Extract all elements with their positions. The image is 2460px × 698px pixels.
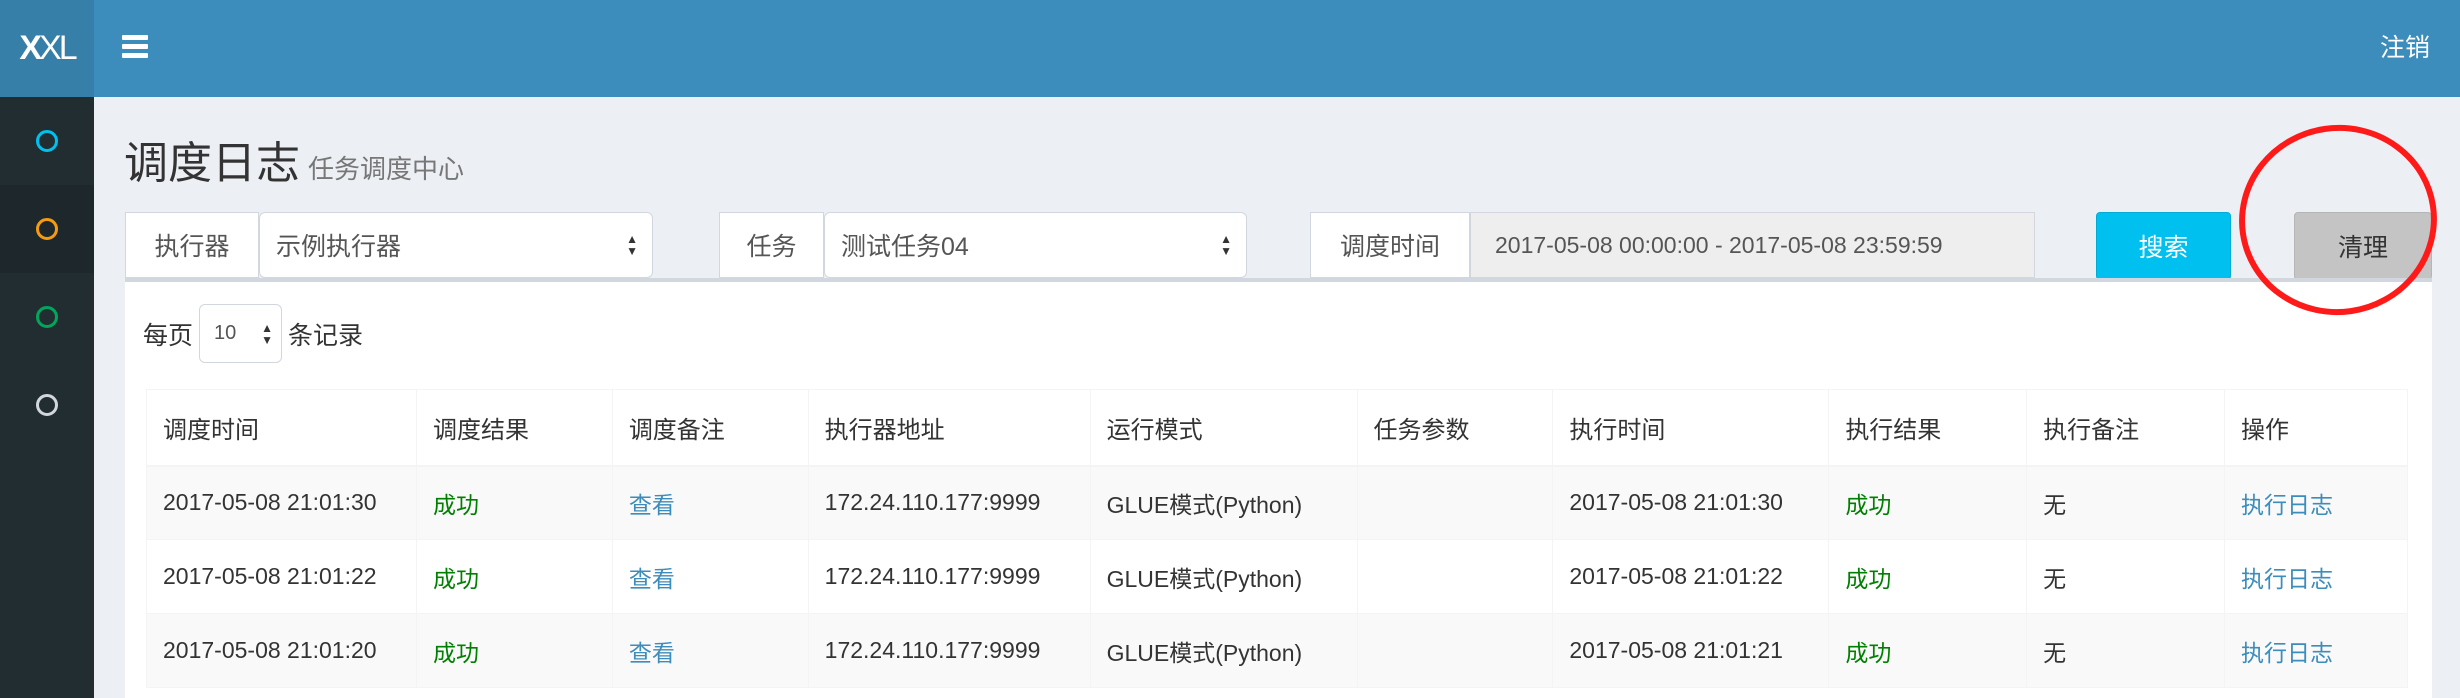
time-label: 调度时间 (1310, 212, 1470, 278)
table-cell: GLUE模式(Python) (1089, 465, 1358, 540)
job-value: 测试任务04 (841, 233, 969, 261)
page-length: 每页 10 ▲ ▼ 条记录 (143, 304, 363, 363)
table-cell: 2017-05-08 21:01:21 (1552, 613, 1830, 688)
table-cell: 2017-05-08 21:01:20 (146, 613, 417, 688)
table-cell: 无 (2026, 539, 2226, 614)
table-cell: 成功 (415, 539, 613, 614)
table-cell: GLUE模式(Python) (1089, 613, 1358, 688)
sidebar-item-3[interactable] (0, 273, 94, 361)
table-cell: 成功 (415, 613, 613, 688)
table-cell: 成功 (1828, 465, 2028, 540)
table-row: 2017-05-08 21:01:30 成功 查看 172.24.110.177:99… (146, 465, 2408, 540)
table-cell: GLUE模式(Python) (1089, 539, 1358, 614)
logout-link[interactable]: 注销 (2379, 34, 2430, 62)
column-header[interactable]: 运行模式 (1089, 389, 1358, 467)
page-title: 调度日志 任务调度中心 (124, 127, 464, 191)
circle-icon (36, 394, 58, 416)
table-cell: 172.24.110.177:9999 (807, 539, 1091, 614)
column-header[interactable]: 操作 (2224, 389, 2408, 467)
table-cell (1356, 465, 1554, 540)
executor-select[interactable]: 示例执行器 ▲ ▼ (259, 212, 653, 278)
sidebar (0, 97, 94, 698)
table-row: 2017-05-08 21:01:22 成功 查看 172.24.110.177:99… (146, 539, 2408, 614)
exec-log-link[interactable]: 执行日志 (2224, 465, 2408, 540)
page-length-value: 10 (214, 322, 237, 344)
table-cell: 无 (2026, 613, 2226, 688)
column-header[interactable]: 调度备注 (611, 389, 809, 467)
table-cell: 172.24.110.177:9999 (807, 465, 1091, 540)
page-title-text: 调度日志 (124, 139, 300, 188)
logo[interactable]: XXL (0, 0, 94, 97)
view-remark-link[interactable]: 查看 (611, 465, 809, 540)
table-cell: 成功 (415, 465, 613, 540)
job-filter: 任务 测试任务04 ▲ ▼ (719, 212, 1247, 278)
clear-button[interactable]: 清理 (2294, 212, 2432, 280)
length-prefix: 每页 (143, 321, 194, 350)
circle-icon (36, 306, 58, 328)
exec-log-link[interactable]: 执行日志 (2224, 613, 2408, 688)
time-filter: 调度时间 2017-05-08 00:00:00 - 2017-05-08 23… (1310, 212, 2035, 278)
executor-filter: 执行器 示例执行器 ▲ ▼ (125, 212, 653, 278)
search-button[interactable]: 搜索 (2096, 212, 2231, 280)
column-header[interactable]: 执行时间 (1552, 389, 1830, 467)
table-cell: 2017-05-08 21:01:22 (1552, 539, 1830, 614)
select-arrows-icon: ▲ ▼ (261, 320, 274, 347)
executor-label: 执行器 (125, 212, 259, 278)
hamburger-menu-icon[interactable] (122, 35, 148, 59)
job-select[interactable]: 测试任务04 ▲ ▼ (824, 212, 1247, 278)
top-navbar: XXL 注销 (0, 0, 2460, 97)
table-cell (1356, 613, 1554, 688)
view-remark-link[interactable]: 查看 (611, 613, 809, 688)
table-cell: 172.24.110.177:9999 (807, 613, 1091, 688)
sidebar-item-4[interactable] (0, 361, 94, 449)
column-header[interactable]: 执行器地址 (807, 389, 1091, 467)
time-range-input[interactable]: 2017-05-08 00:00:00 - 2017-05-08 23:59:5… (1470, 212, 2035, 278)
column-header[interactable]: 执行备注 (2026, 389, 2226, 467)
table-cell: 2017-05-08 21:01:30 (1552, 465, 1830, 540)
view-remark-link[interactable]: 查看 (611, 539, 809, 614)
column-header[interactable]: 调度时间 (146, 389, 417, 467)
sidebar-item-2[interactable] (0, 185, 94, 273)
column-header[interactable]: 执行结果 (1828, 389, 2028, 467)
circle-icon (36, 218, 58, 240)
sidebar-item-1[interactable] (0, 97, 94, 185)
table-cell: 成功 (1828, 613, 2028, 688)
exec-log-link[interactable]: 执行日志 (2224, 539, 2408, 614)
select-arrows-icon: ▲ ▼ (626, 232, 638, 258)
table-header-row: 调度时间 调度结果 调度备注 执行器地址 运行模式 任务参数 执行时间 执行结果 执行备注 操作 (146, 389, 2408, 467)
job-label: 任务 (719, 212, 824, 278)
column-header[interactable]: 调度结果 (415, 389, 613, 467)
page-length-select[interactable]: 10 ▲ ▼ (199, 304, 283, 363)
length-suffix: 条记录 (288, 321, 364, 350)
table-cell (1356, 539, 1554, 614)
table-cell: 2017-05-08 21:01:30 (146, 465, 417, 540)
circle-icon (36, 130, 58, 152)
log-table: 调度时间 调度结果 调度备注 执行器地址 运行模式 任务参数 执行时间 执行结果 执行备注 操作 … (146, 389, 2408, 688)
table-cell: 无 (2026, 465, 2226, 540)
page-subtitle: 任务调度中心 (308, 154, 465, 184)
content: 调度日志 任务调度中心 执行器 示例执行器 ▲ ▼ 任务 测试任务04 ▲ ▼ 调度时间 … (94, 97, 2460, 698)
table-cell: 2017-05-08 21:01:22 (146, 539, 417, 614)
column-header[interactable]: 任务参数 (1356, 389, 1554, 467)
log-table-box: 每页 10 ▲ ▼ 条记录 调度时间 调度结果 调度备注 执行器地址 运行模式 任务参数 执行时… (125, 278, 2432, 698)
table-cell: 成功 (1828, 539, 2028, 614)
executor-value: 示例执行器 (276, 233, 402, 261)
select-arrows-icon: ▲ ▼ (1220, 232, 1232, 258)
table-row: 2017-05-08 21:01:20 成功 查看 172.24.110.177:99… (146, 613, 2408, 688)
